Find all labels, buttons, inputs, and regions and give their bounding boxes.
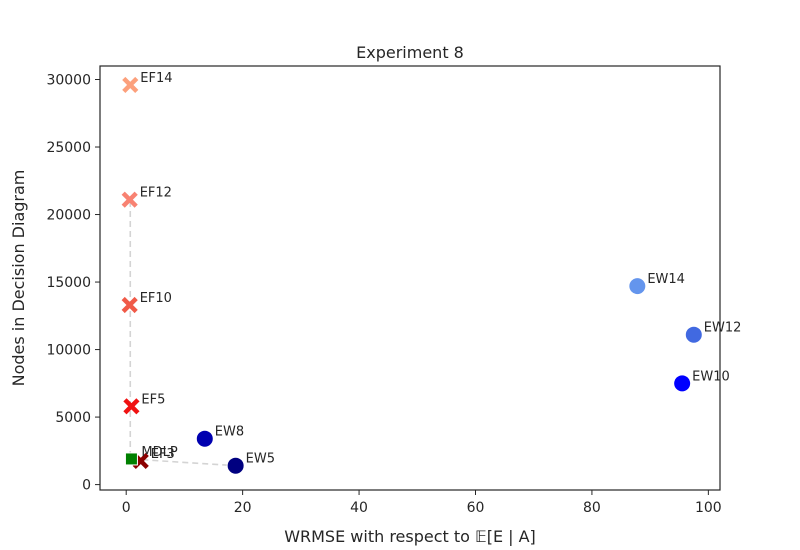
y-axis-label: Nodes in Decision Diagram xyxy=(9,170,28,387)
y-tick-label: 5000 xyxy=(55,410,91,426)
x-tick-label: 100 xyxy=(695,500,722,516)
y-tick-label: 20000 xyxy=(46,208,91,224)
point-ew8-label: EW8 xyxy=(215,425,244,440)
point-ew12-label: EW12 xyxy=(704,321,742,336)
point-mdlp-label: MDLP xyxy=(141,445,177,460)
y-tick-label: 25000 xyxy=(46,140,91,156)
point-ef14-label: EF14 xyxy=(140,71,172,86)
plot-frame xyxy=(99,65,721,491)
point-ef5-marker xyxy=(123,398,140,415)
point-ew10-marker xyxy=(673,374,692,393)
point-ew12-marker xyxy=(684,325,703,344)
x-axis-label: WRMSE with respect to 𝔼[E | A] xyxy=(284,527,536,546)
point-ew14-label: EW14 xyxy=(647,272,685,287)
y-tick-label: 0 xyxy=(82,478,91,494)
point-ef12-marker xyxy=(121,191,138,208)
point-ew8-marker xyxy=(195,429,214,448)
x-tick-label: 60 xyxy=(467,500,485,516)
point-ew5-marker xyxy=(226,456,245,475)
point-mdlp-marker xyxy=(124,452,138,466)
y-tick-label: 15000 xyxy=(46,275,91,291)
point-ef14-marker xyxy=(122,76,139,93)
x-tick-label: 0 xyxy=(122,500,131,516)
point-ef10-label: EF10 xyxy=(140,291,172,306)
point-ef3-label: EF3 xyxy=(151,447,175,462)
point-ew5-label: EW5 xyxy=(246,452,275,467)
x-tick-label: 80 xyxy=(583,500,601,516)
x-tick-label: 40 xyxy=(350,500,368,516)
plot-area: 0 20 40 60 80 100 0 5000 10000 15000 20000 25000 300… xyxy=(46,65,742,516)
point-ew10-label: EW10 xyxy=(692,369,730,384)
point-ef5-label: EF5 xyxy=(141,392,165,407)
point-ef10-marker xyxy=(121,296,138,314)
x-tick-label: 20 xyxy=(234,500,252,516)
y-tick-label: 30000 xyxy=(46,73,91,89)
point-ef12-label: EF12 xyxy=(140,186,172,201)
chart-title: Experiment 8 xyxy=(356,43,464,62)
point-ew14-marker xyxy=(628,277,647,296)
y-tick-label: 10000 xyxy=(46,343,91,359)
